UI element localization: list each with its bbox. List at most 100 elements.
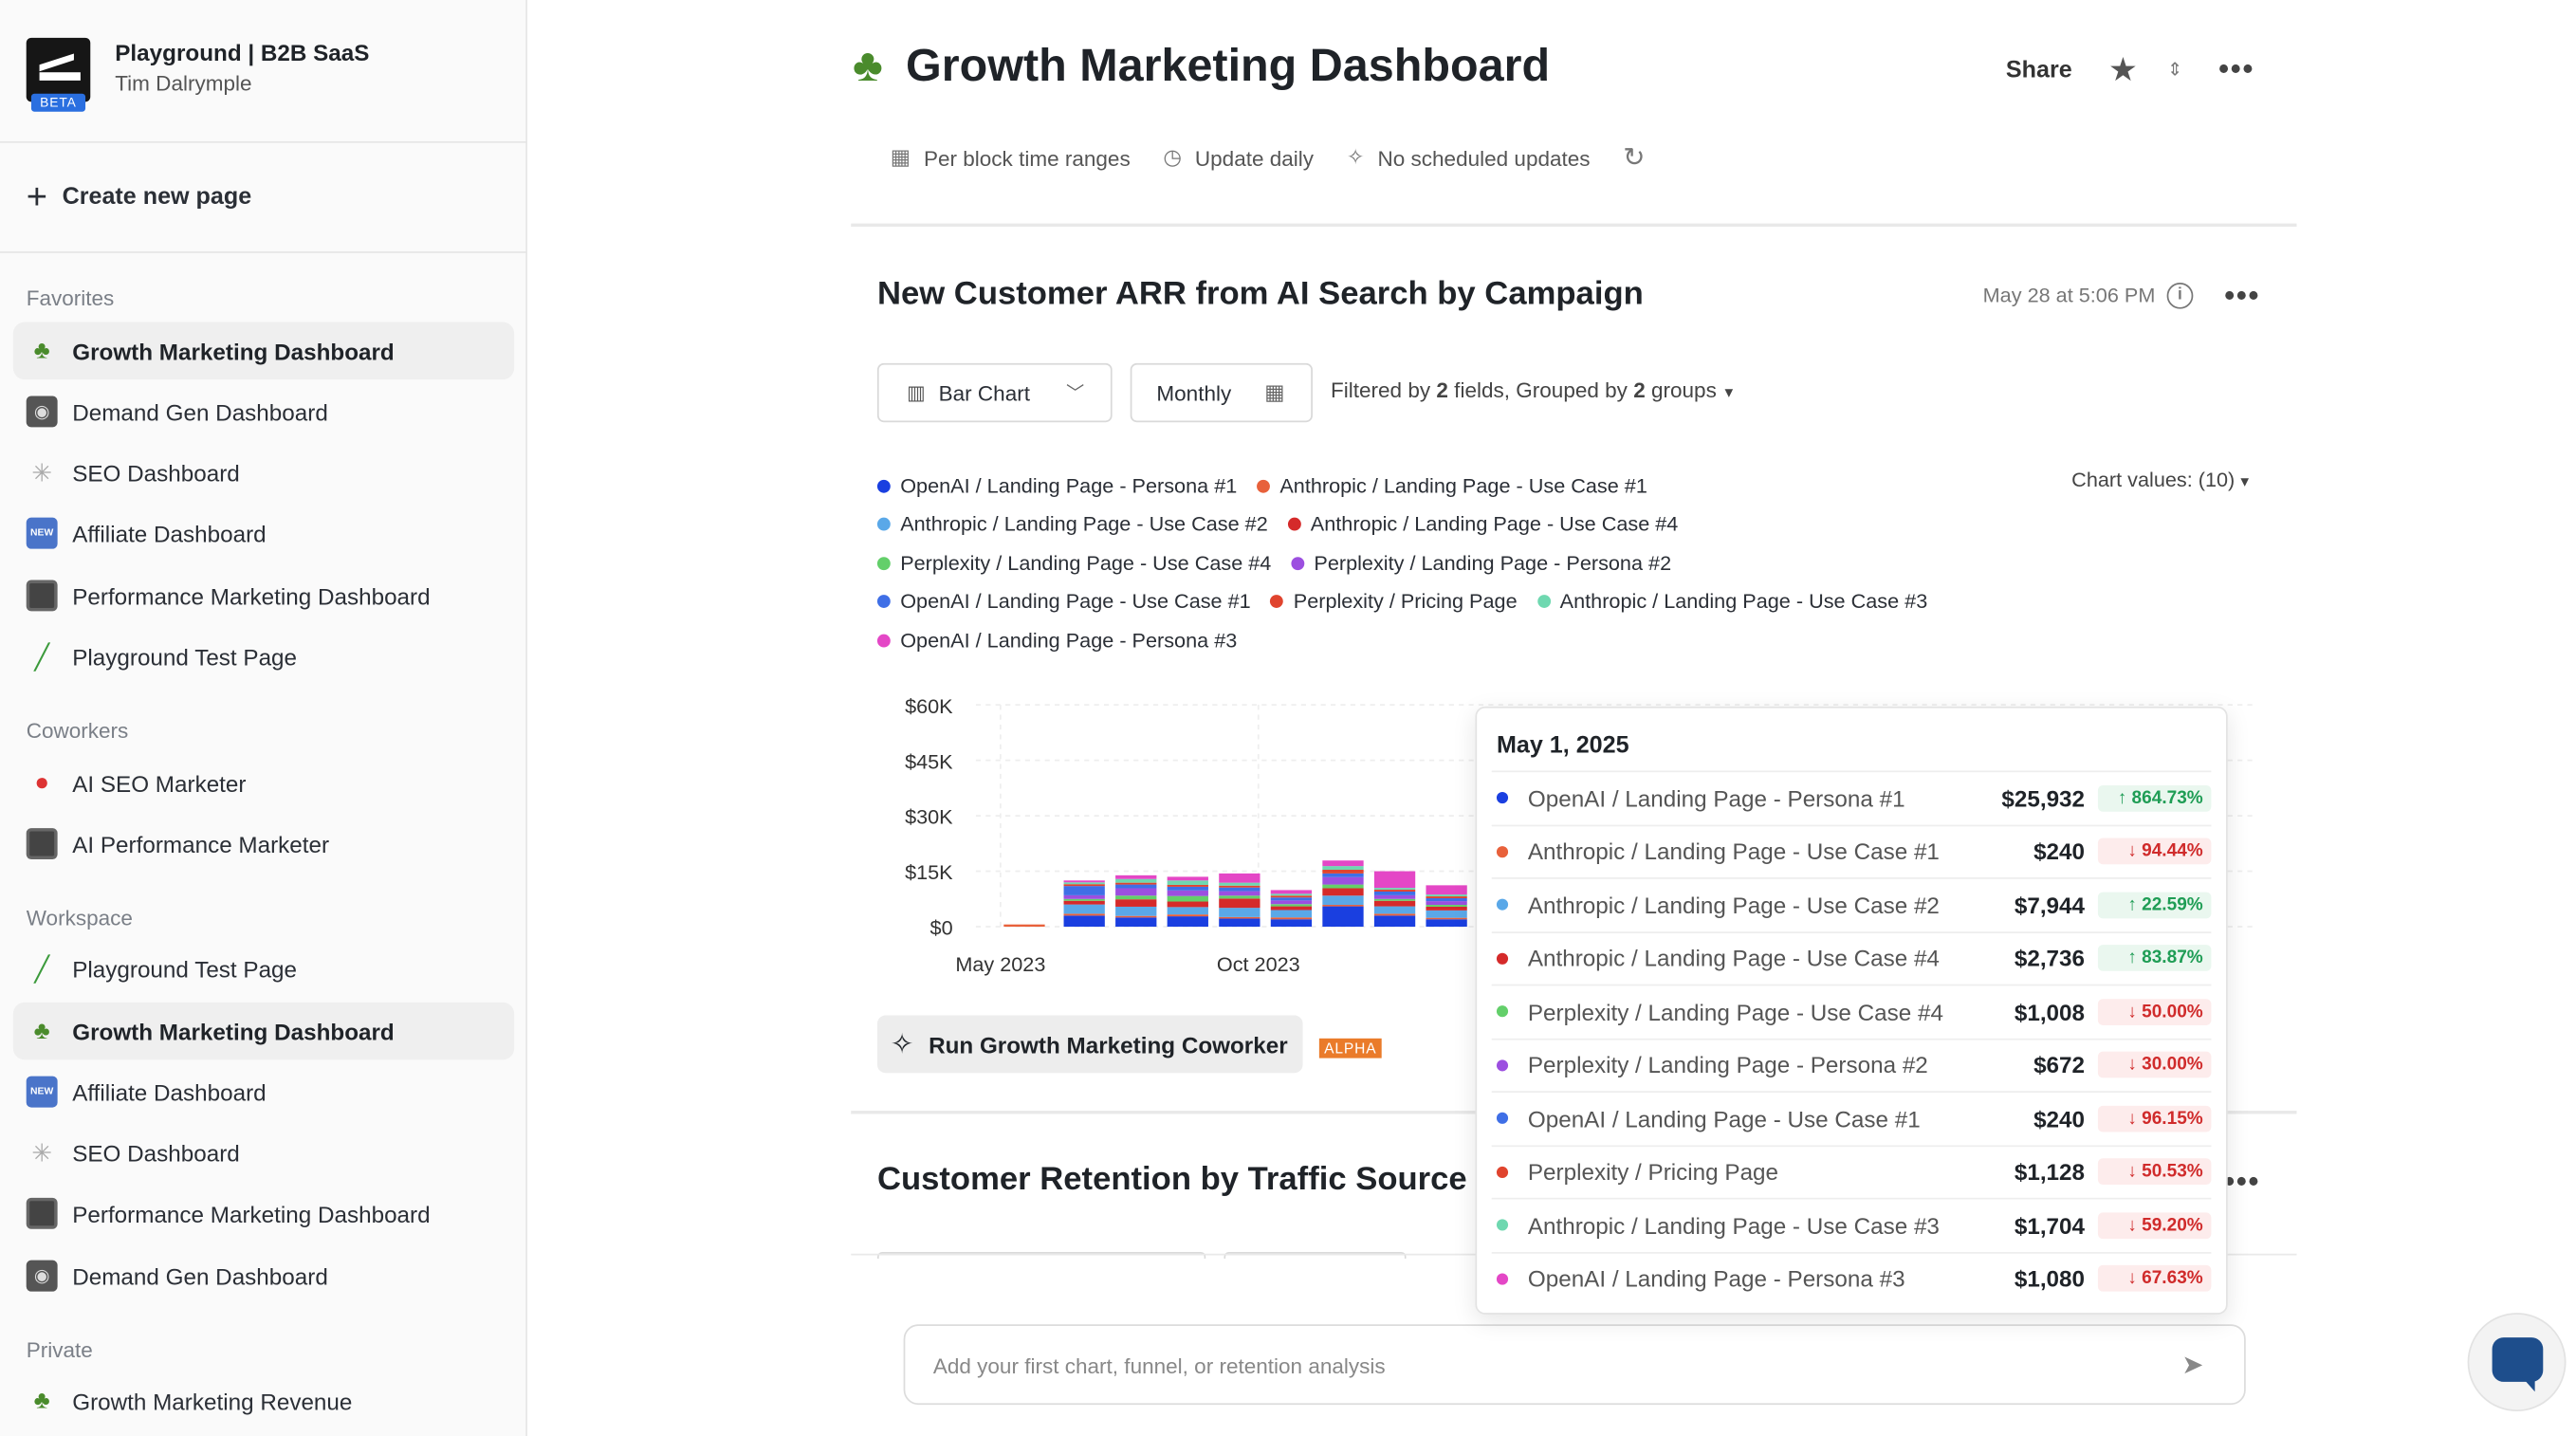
- bar-segment[interactable]: [1167, 876, 1208, 881]
- sidebar-item-affiliate-dashboard[interactable]: NEW Affiliate Dashboard: [13, 505, 514, 562]
- star-icon[interactable]: ★: [2107, 52, 2138, 89]
- bar-segment[interactable]: [1219, 882, 1260, 886]
- bar-segment[interactable]: [1063, 882, 1105, 885]
- bar-segment[interactable]: [1115, 899, 1157, 907]
- legend-item[interactable]: OpenAI / Landing Page - Use Case #1: [876, 582, 1251, 621]
- period-select[interactable]: [1224, 1252, 1407, 1259]
- bar-segment[interactable]: [1373, 900, 1416, 907]
- bar-segment[interactable]: [1270, 906, 1313, 911]
- bar-segment[interactable]: [1322, 895, 1364, 906]
- bar-segment[interactable]: [1063, 884, 1105, 887]
- bar-segment[interactable]: [1373, 888, 1416, 891]
- bar-segment[interactable]: [1373, 915, 1416, 928]
- bar-segment[interactable]: [1167, 895, 1208, 902]
- legend-item[interactable]: Perplexity / Pricing Page: [1270, 582, 1518, 621]
- bar-segment[interactable]: [1270, 910, 1313, 918]
- legend-item[interactable]: OpenAI / Landing Page - Persona #1: [876, 467, 1237, 506]
- sidebar-item-growth-marketing-dashboard[interactable]: ♣ Growth Marketing Dashboard: [12, 322, 515, 380]
- bar-segment[interactable]: [1270, 895, 1313, 898]
- share-button[interactable]: Share: [2005, 56, 2072, 83]
- bar-segment[interactable]: [1426, 898, 1467, 902]
- sidebar-item-performance-marketing-dashboard[interactable]: Performance Marketing Dashboard: [13, 567, 514, 625]
- bar-segment[interactable]: [1270, 893, 1313, 896]
- bar-segment[interactable]: [1322, 866, 1364, 870]
- add-analysis-input[interactable]: Add your first chart, funnel, or retenti…: [903, 1324, 2246, 1406]
- bar-segment[interactable]: [1167, 880, 1208, 885]
- bar-segment[interactable]: [1063, 904, 1105, 914]
- bar-segment[interactable]: [1219, 873, 1260, 883]
- legend-item[interactable]: Perplexity / Landing Page - Persona #2: [1291, 543, 1671, 582]
- bar-segment[interactable]: [1219, 891, 1260, 896]
- bar-segment[interactable]: [1063, 880, 1105, 883]
- bar-segment[interactable]: [1373, 906, 1416, 914]
- chart-type-select[interactable]: [876, 1252, 1206, 1259]
- bar-segment[interactable]: [1373, 871, 1416, 889]
- bar-segment[interactable]: [1115, 895, 1157, 900]
- sidebar-item-demand-gen-dashboard[interactable]: ◉ Demand Gen Dashboard: [13, 383, 514, 441]
- card-title[interactable]: Customer Retention by Traffic Source: [876, 1161, 1467, 1198]
- period-select[interactable]: Monthly ▦: [1130, 362, 1313, 423]
- more-options-icon[interactable]: •••: [2218, 52, 2255, 86]
- bar-segment[interactable]: [1270, 919, 1313, 928]
- bar-segment[interactable]: [1373, 894, 1416, 899]
- sidebar-item-growth-marketing-dashboard[interactable]: ♣ Growth Marketing Dashboard: [12, 1002, 515, 1060]
- bar-segment[interactable]: [1115, 917, 1157, 928]
- bar-segment[interactable]: [1270, 904, 1313, 907]
- bar-segment[interactable]: [1167, 890, 1208, 896]
- sidebar-item-seo-dashboard[interactable]: ✳ SEO Dashboard: [13, 444, 514, 502]
- bar-segment[interactable]: [1063, 898, 1105, 901]
- bar-segment[interactable]: [1270, 897, 1313, 901]
- run-coworker-button[interactable]: ✧ Run Growth Marketing Coworker: [876, 1015, 1303, 1074]
- bar-segment[interactable]: [1373, 891, 1416, 895]
- card-more-options-icon[interactable]: •••: [2224, 279, 2261, 313]
- chat-widget-button[interactable]: [2467, 1313, 2567, 1412]
- bar-segment[interactable]: [1003, 924, 1045, 928]
- sidebar-item-seo-dashboard[interactable]: ✳ SEO Dashboard: [13, 1124, 514, 1182]
- legend-item[interactable]: Anthropic / Landing Page - Use Case #3: [1536, 582, 1927, 621]
- bar-segment[interactable]: [1426, 901, 1467, 906]
- bar-segment[interactable]: [1167, 886, 1208, 891]
- bar-segment[interactable]: [1426, 905, 1467, 907]
- bar-segment[interactable]: [1270, 917, 1313, 920]
- bar-segment[interactable]: [1426, 906, 1467, 911]
- bar-segment[interactable]: [1063, 900, 1105, 905]
- bar-segment[interactable]: [1373, 898, 1416, 901]
- chevron-up-down-icon[interactable]: ⇕: [2167, 61, 2183, 81]
- bar-segment[interactable]: [1219, 885, 1260, 888]
- bar-segment[interactable]: [1219, 916, 1260, 919]
- sidebar-item-affiliate-dashboard[interactable]: NEW Affiliate Dashboard: [13, 1063, 514, 1121]
- bar-segment[interactable]: [1426, 896, 1467, 899]
- sidebar-item-growth-marketing-revenue[interactable]: ♣ Growth Marketing Revenue: [13, 1372, 514, 1429]
- bar-segment[interactable]: [1426, 894, 1467, 897]
- bar-segment[interactable]: [1167, 901, 1208, 908]
- create-new-page-button[interactable]: + Create new page: [27, 178, 251, 215]
- bar-segment[interactable]: [1426, 910, 1467, 918]
- workspace-header[interactable]: BETA Playground | B2B SaaS Tim Dalrymple: [26, 37, 370, 112]
- bar-segment[interactable]: [1063, 894, 1105, 899]
- bar-segment[interactable]: [1219, 918, 1260, 928]
- bar-segment[interactable]: [1167, 914, 1208, 917]
- chart-values-select[interactable]: Chart values: (10) ▾: [2071, 469, 2249, 491]
- sidebar-item-ai-performance-marketer[interactable]: AI Performance Marketer: [13, 815, 514, 873]
- legend-item[interactable]: Anthropic / Landing Page - Use Case #4: [1287, 506, 1678, 544]
- bar-segment[interactable]: [1167, 916, 1208, 928]
- sidebar-item-playground-test-page[interactable]: ╱ Playground Test Page: [13, 940, 514, 998]
- bar-segment[interactable]: [1115, 906, 1157, 916]
- sidebar-item-ai-seo-marketer[interactable]: ● AI SEO Marketer: [13, 754, 514, 812]
- bar-segment[interactable]: [1322, 860, 1364, 867]
- page-title[interactable]: Growth Marketing Dashboard: [906, 39, 1551, 91]
- legend-item[interactable]: OpenAI / Landing Page - Persona #3: [876, 621, 1237, 660]
- filter-summary-button[interactable]: Filtered by 2 fields, Grouped by 2 group…: [1331, 377, 1733, 402]
- bar-segment[interactable]: [1115, 882, 1157, 885]
- bar-segment[interactable]: [1322, 884, 1364, 889]
- bar-segment[interactable]: [1373, 890, 1416, 892]
- bar-segment[interactable]: [1115, 878, 1157, 883]
- bar-segment[interactable]: [1270, 900, 1313, 905]
- card-title[interactable]: New Customer ARR from AI Search by Campa…: [876, 276, 1644, 313]
- send-icon[interactable]: ➤: [2181, 1352, 2204, 1381]
- info-icon[interactable]: i: [2166, 282, 2194, 309]
- legend-item[interactable]: Anthropic / Landing Page - Use Case #2: [876, 506, 1268, 544]
- bar-segment[interactable]: [1167, 884, 1208, 887]
- sidebar-item-demand-gen-dashboard[interactable]: ◉ Demand Gen Dashboard: [13, 1247, 514, 1305]
- time-ranges-button[interactable]: ▦ Per block time ranges: [891, 144, 1131, 171]
